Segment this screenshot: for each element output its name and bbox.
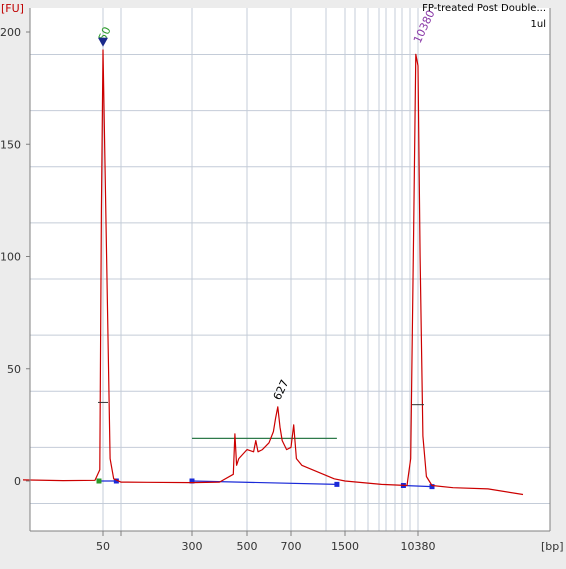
lower-marker-icon xyxy=(98,37,108,47)
baseline-point xyxy=(189,478,195,484)
x-axis-label: [bp] xyxy=(541,540,564,553)
y-axis-label: [FU] xyxy=(1,2,24,15)
ticks-layer: 0 50 100 150 200 50 300 500 700 1500 10380 xyxy=(0,26,436,553)
y-tick-label: 200 xyxy=(0,26,21,39)
baseline-point xyxy=(334,481,340,487)
baseline-point xyxy=(429,484,435,490)
x-tick-label: 300 xyxy=(182,540,203,553)
x-tick-label: 50 xyxy=(96,540,110,553)
y-tick-label: 0 xyxy=(14,475,21,488)
x-tick-label: 10380 xyxy=(401,540,436,553)
chart-subtitle: 1ul xyxy=(531,19,546,30)
x-tick-label: 1500 xyxy=(331,540,359,553)
chart-title: FP-treated Post Double... xyxy=(422,3,546,14)
y-tick-label: 50 xyxy=(7,363,21,376)
x-tick-label: 700 xyxy=(281,540,302,553)
plot-area xyxy=(30,8,550,531)
y-tick-label: 100 xyxy=(0,251,21,264)
x-tick-label: 500 xyxy=(237,540,258,553)
baseline-point xyxy=(96,478,102,484)
y-tick-label: 150 xyxy=(0,138,21,151)
baseline-segment xyxy=(403,484,433,488)
fluorescence-trace xyxy=(22,49,524,496)
baseline-point xyxy=(113,478,119,484)
